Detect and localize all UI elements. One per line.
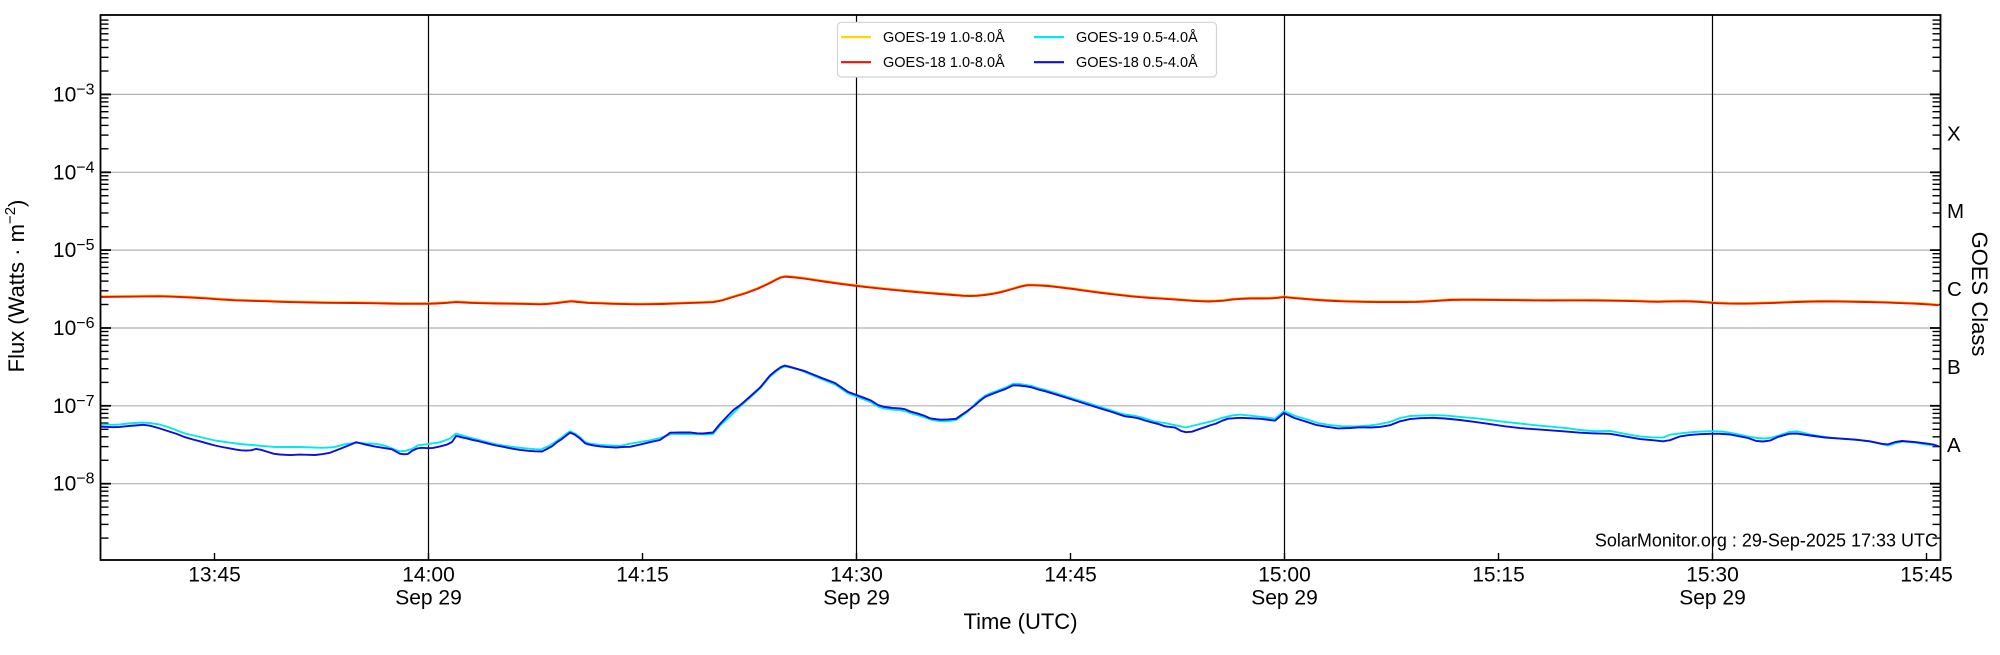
svg-text:GOES-18 0.5-4.0Å: GOES-18 0.5-4.0Å	[1076, 54, 1198, 71]
svg-text:13:45: 13:45	[188, 564, 241, 587]
svg-text:15:15: 15:15	[1472, 564, 1525, 587]
svg-text:GOES-18 1.0-8.0Å: GOES-18 1.0-8.0Å	[883, 54, 1005, 71]
svg-text:14:00: 14:00	[402, 564, 455, 587]
svg-text:15:45: 15:45	[1900, 564, 1953, 587]
svg-text:C: C	[1947, 278, 1962, 301]
svg-text:GOES Class: GOES Class	[1967, 232, 1992, 357]
svg-text:M: M	[1947, 200, 1964, 223]
svg-text:GOES-19 1.0-8.0Å: GOES-19 1.0-8.0Å	[883, 29, 1005, 46]
svg-text:10−5: 10−5	[53, 237, 95, 262]
svg-text:Sep 29: Sep 29	[823, 587, 890, 610]
svg-text:Time (UTC): Time (UTC)	[963, 609, 1077, 634]
svg-text:GOES-19 0.5-4.0Å: GOES-19 0.5-4.0Å	[1076, 29, 1198, 46]
svg-text:Sep 29: Sep 29	[395, 587, 462, 610]
svg-text:B: B	[1947, 356, 1961, 379]
svg-text:Sep 29: Sep 29	[1679, 587, 1746, 610]
svg-text:Flux (Watts · m−2): Flux (Watts · m−2)	[2, 200, 29, 373]
svg-text:X: X	[1947, 122, 1961, 145]
svg-text:14:45: 14:45	[1044, 564, 1097, 587]
svg-text:A: A	[1947, 434, 1961, 457]
svg-text:10−7: 10−7	[53, 393, 95, 418]
svg-text:SolarMonitor.org : 29-Sep-2025: SolarMonitor.org : 29-Sep-2025 17:33 UTC	[1595, 531, 1938, 551]
svg-text:15:30: 15:30	[1686, 564, 1739, 587]
svg-text:15:00: 15:00	[1258, 564, 1311, 587]
svg-text:Sep 29: Sep 29	[1251, 587, 1318, 610]
svg-text:14:15: 14:15	[616, 564, 669, 587]
svg-text:14:30: 14:30	[830, 564, 883, 587]
